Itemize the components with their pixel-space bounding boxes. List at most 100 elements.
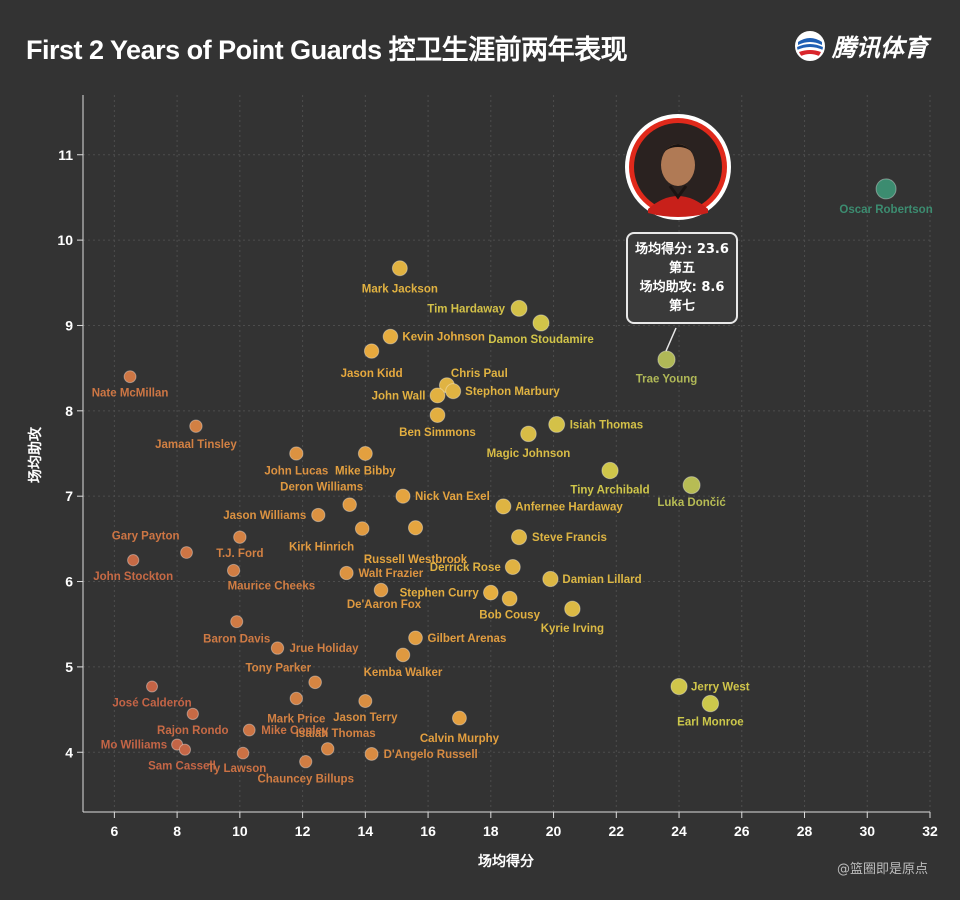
player-avatar [624,113,732,221]
data-point[interactable] [520,425,537,443]
data-point[interactable] [408,630,423,646]
data-label: Steve Francis [532,532,607,544]
data-point[interactable] [236,746,250,760]
data-point[interactable] [564,600,581,618]
data-point[interactable] [146,680,159,693]
y-tick-label: 9 [65,317,73,333]
data-point[interactable] [270,641,285,655]
y-tick-label: 7 [65,488,73,504]
data-point[interactable] [358,694,373,709]
tooltip-points-rank: 第五 [668,261,695,276]
brand-logo: 腾讯体育 [794,28,928,63]
x-tick-label: 14 [358,823,374,839]
data-point[interactable] [657,350,676,369]
data-point[interactable] [180,546,193,559]
x-tick-label: 12 [295,823,311,839]
data-label: Sam Cassell [148,761,216,773]
data-label: Kirk Hinrich [289,542,354,554]
data-point[interactable] [363,343,380,359]
data-label: Damian Lillard [562,574,641,586]
data-point[interactable] [501,590,518,607]
data-point[interactable] [407,520,424,536]
data-point[interactable] [670,677,688,696]
data-label: Tim Hardaway [427,303,505,315]
data-point[interactable] [395,488,411,504]
data-point[interactable] [429,387,446,404]
data-label: Jason Terry [333,712,398,724]
data-point[interactable] [123,370,137,384]
data-point[interactable] [542,570,559,588]
data-point[interactable] [532,314,550,332]
data-point[interactable] [230,615,244,629]
data-point[interactable] [373,582,389,598]
data-point[interactable] [289,446,304,461]
data-point[interactable] [391,260,408,277]
data-point[interactable] [354,521,370,536]
data-point[interactable] [382,328,399,345]
data-point[interactable] [299,755,313,769]
data-point[interactable] [445,383,462,400]
data-point[interactable] [364,747,379,761]
data-point[interactable] [339,565,354,581]
data-point[interactable] [289,691,304,706]
data-label: Baron Davis [203,634,270,646]
data-point[interactable] [189,419,203,433]
data-point[interactable] [875,178,897,200]
data-point[interactable] [178,743,192,756]
data-label: Kevin Johnson [402,332,484,344]
data-label: Damon Stoudamire [488,334,593,346]
x-tick-label: 16 [420,823,436,839]
data-point[interactable] [482,584,499,601]
data-label: Russell Westbrook [364,554,468,566]
data-point[interactable] [601,461,619,480]
data-point[interactable] [451,710,467,726]
data-point[interactable] [127,554,140,567]
data-point[interactable] [395,647,411,663]
data-label: Calvin Murphy [420,733,500,745]
data-label: Mark Jackson [362,283,438,295]
data-label: Jamaal Tinsley [155,439,237,451]
data-label: Gary Payton [112,531,180,543]
data-label: Ty Lawson [208,763,267,775]
data-label: John Stockton [93,571,173,583]
x-tick-label: 28 [797,823,813,839]
data-point[interactable] [701,694,720,713]
data-point[interactable] [311,507,326,523]
data-point[interactable] [171,738,184,751]
data-point[interactable] [233,530,247,544]
data-label: Walt Frazier [359,568,424,580]
x-tick-label: 24 [671,823,687,839]
data-label: Jrue Holiday [289,643,359,655]
data-point[interactable] [186,707,199,720]
data-label: Jerry West [691,682,750,694]
data-point[interactable] [429,407,446,423]
data-label: Anfernee Hardaway [515,501,623,513]
data-label: Maurice Cheeks [228,580,316,592]
data-point[interactable] [320,742,335,756]
data-label: Trae Young [636,374,698,386]
data-point[interactable] [548,416,566,433]
data-label: Kyrie Irving [541,623,604,635]
data-point[interactable] [510,299,528,317]
tooltip-assists: 场均助攻: 8.6 [639,280,725,295]
data-point[interactable] [226,563,241,578]
data-label: Nate McMillan [92,388,169,400]
y-axis-title: 场均助攻 [27,426,44,483]
data-label: Mo Williams [101,740,167,752]
data-point[interactable] [510,529,528,546]
data-label: Mike Conley [261,725,329,737]
data-point[interactable] [495,498,512,515]
data-point[interactable] [357,446,373,461]
data-point[interactable] [308,675,322,690]
data-label: Chris Paul [451,368,508,380]
data-label: Nick Van Exel [415,491,490,503]
data-point[interactable] [504,559,521,576]
data-point[interactable] [682,476,701,495]
data-label: Tony Parker [246,662,312,674]
data-label: Jason Williams [223,510,306,522]
data-point[interactable] [242,723,256,737]
data-point[interactable] [342,497,357,513]
data-label: Gilbert Arenas [428,633,507,645]
y-tick-label: 6 [65,574,73,590]
